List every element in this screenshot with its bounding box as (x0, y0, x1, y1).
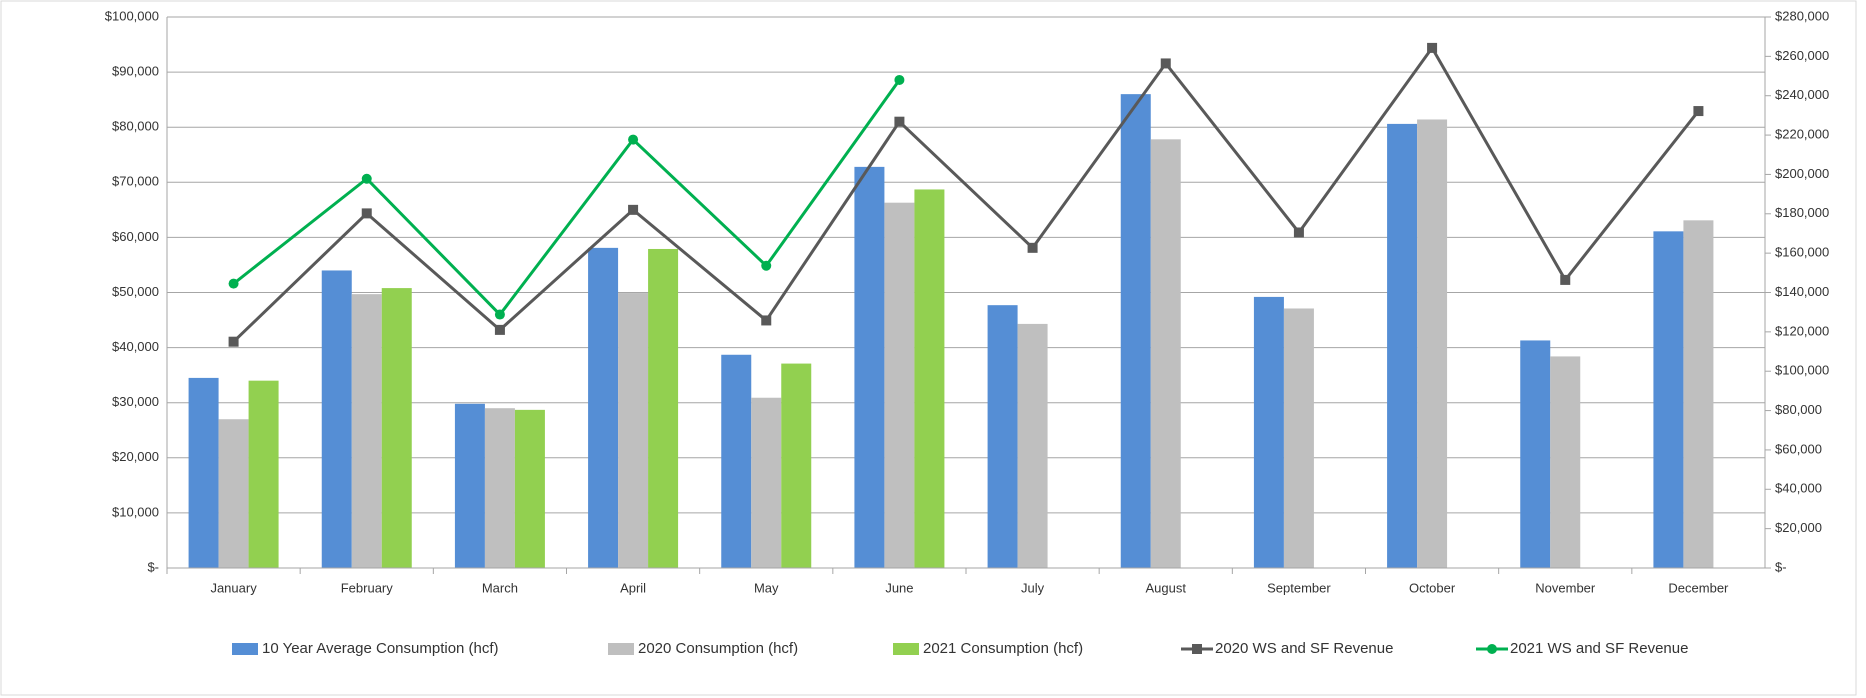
x-tick-label: January (210, 580, 257, 595)
bar (1017, 323, 1048, 568)
bar (618, 293, 649, 568)
y2-tick-label: $200,000 (1775, 166, 1829, 181)
bar (1253, 296, 1284, 568)
bar (1520, 340, 1551, 568)
x-tick-label: October (1409, 580, 1456, 595)
y2-tick-label: $160,000 (1775, 245, 1829, 260)
x-tick-label: September (1267, 580, 1331, 595)
x-tick-label: April (620, 580, 646, 595)
bar (884, 202, 915, 568)
x-tick-label: November (1535, 580, 1596, 595)
legend-swatch (232, 643, 258, 655)
bar (1550, 356, 1581, 568)
marker (1027, 242, 1038, 253)
y-tick-label: $70,000 (112, 174, 159, 189)
line (232, 79, 901, 317)
legend-label: 2021 WS and SF Revenue (1510, 640, 1688, 657)
marker (228, 278, 239, 289)
bar (648, 248, 679, 568)
legend-label: 2020 Consumption (hcf) (638, 640, 798, 657)
bar (751, 397, 782, 568)
y2-tick-label: $20,000 (1775, 520, 1822, 535)
y-tick-label: $80,000 (112, 119, 159, 134)
y-tick-label: $10,000 (112, 504, 159, 519)
x-tick-label: August (1146, 580, 1187, 595)
y2-tick-label: $240,000 (1775, 87, 1829, 102)
marker (228, 336, 239, 347)
marker (1427, 42, 1438, 53)
y-tick-label: $40,000 (112, 339, 159, 354)
bar (1653, 231, 1684, 569)
marker (628, 204, 639, 215)
y-tick-label: $90,000 (112, 64, 159, 79)
legend-label: 2021 Consumption (hcf) (923, 640, 1083, 657)
y-tick-label: $100,000 (105, 8, 159, 23)
y2-tick-label: $140,000 (1775, 284, 1829, 299)
x-tick-label: July (1021, 580, 1045, 595)
marker (761, 315, 772, 326)
bar (454, 403, 485, 568)
y-tick-label: $30,000 (112, 394, 159, 409)
marker (361, 173, 372, 184)
marker (1560, 274, 1571, 285)
bar (188, 377, 219, 568)
legend-marker (1192, 644, 1202, 654)
bar (1417, 119, 1448, 569)
y2-tick-label: $180,000 (1775, 205, 1829, 220)
bar (721, 354, 752, 568)
line (232, 45, 1700, 343)
bar (1150, 139, 1181, 568)
bar (484, 408, 515, 568)
marker (1160, 58, 1171, 69)
bar (1283, 308, 1314, 568)
x-tick-label: March (482, 580, 518, 595)
y2-tick-label: $220,000 (1775, 127, 1829, 142)
marker (1693, 106, 1704, 117)
legend-label: 10 Year Average Consumption (hcf) (262, 640, 499, 657)
y-tick-label: $20,000 (112, 449, 159, 464)
x-tick-label: June (885, 580, 913, 595)
marker (1293, 227, 1304, 238)
y2-tick-label: $280,000 (1775, 8, 1829, 23)
marker (361, 208, 372, 219)
bar (1683, 220, 1714, 568)
bar (514, 409, 545, 568)
bar (381, 288, 412, 568)
y2-tick-label: $100,000 (1775, 363, 1829, 378)
y-tick-label: $- (147, 559, 159, 574)
bar (987, 305, 1018, 568)
bar (351, 294, 382, 568)
bar (588, 247, 619, 568)
y2-tick-label: $40,000 (1775, 481, 1822, 496)
marker (894, 116, 905, 127)
legend-marker (1487, 644, 1497, 654)
x-tick-label: February (341, 580, 394, 595)
marker (494, 309, 505, 320)
marker (494, 324, 505, 335)
x-tick-label: December (1668, 580, 1729, 595)
legend-swatch (893, 643, 919, 655)
legend-label: 2020 WS and SF Revenue (1215, 640, 1393, 657)
y2-tick-label: $120,000 (1775, 323, 1829, 338)
y2-tick-label: $260,000 (1775, 48, 1829, 63)
bar (1387, 123, 1418, 569)
bar (914, 189, 945, 568)
marker (761, 260, 772, 271)
bar (248, 380, 279, 568)
y2-tick-label: $60,000 (1775, 441, 1822, 456)
x-tick-label: May (754, 580, 779, 595)
bar (321, 270, 352, 568)
bar (1120, 94, 1151, 568)
legend-swatch (608, 643, 634, 655)
bar (854, 166, 885, 568)
bar (781, 363, 812, 568)
marker (894, 74, 905, 85)
marker (628, 134, 639, 145)
y2-tick-label: $80,000 (1775, 402, 1822, 417)
y-tick-label: $50,000 (112, 284, 159, 299)
y-tick-label: $60,000 (112, 229, 159, 244)
y2-tick-label: $- (1775, 559, 1787, 574)
bar (218, 419, 249, 568)
